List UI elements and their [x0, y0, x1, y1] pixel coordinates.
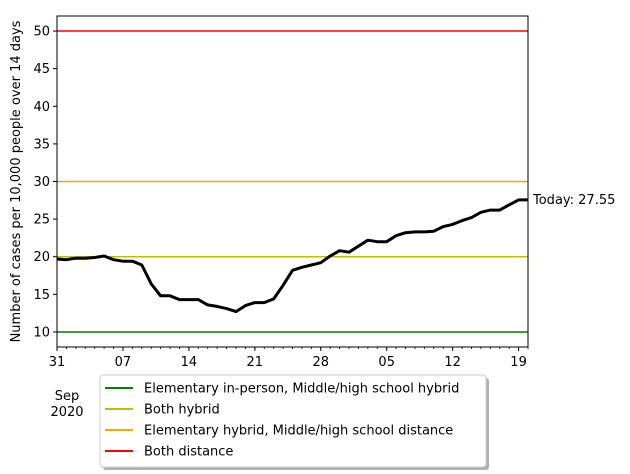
threshold-lines	[57, 30, 528, 333]
x-tick-label: 31	[49, 355, 66, 370]
y-tick-label: 25	[33, 213, 50, 228]
y-tick-label: 15	[33, 288, 50, 303]
x-tick-label: 21	[247, 355, 264, 370]
x-axis-year-label: 2020	[50, 405, 83, 420]
legend-box	[99, 374, 487, 468]
legend-label: Elementary hybrid, Middle/high school di…	[144, 424, 453, 439]
series-lines	[56, 198, 528, 314]
legend-label: Both distance	[144, 445, 233, 460]
y-tick-label: 45	[33, 62, 50, 77]
series-line-0	[56, 198, 528, 314]
y-tick-label: 10	[33, 325, 50, 340]
y-axis-label: Number of cases per 10,000 people over 1…	[9, 20, 24, 342]
y-tick-label: 35	[33, 137, 50, 152]
today-annotation: Today: 27.55	[532, 193, 615, 208]
y-tick-label: 50	[33, 25, 50, 40]
x-tick-label: 28	[312, 355, 329, 370]
x-tick-label: 05	[378, 355, 395, 370]
legend-label: Both hybrid	[144, 403, 220, 418]
x-axis-month-label: Sep	[55, 389, 80, 404]
y-axis-ticks: 10 15 20 25 30 35 40 45 50	[33, 25, 57, 340]
x-tick-label: 19	[510, 355, 527, 370]
y-tick-label: 30	[33, 175, 50, 190]
legend: Elementary in-person, Middle/high school…	[99, 374, 489, 470]
y-tick-label: 20	[33, 250, 50, 265]
x-axis-ticks: 31 07 14 21 28 05 12 19	[49, 347, 529, 370]
x-tick-label: 07	[115, 355, 132, 370]
legend-label: Elementary in-person, Middle/high school…	[144, 382, 459, 397]
y-tick-label: 40	[33, 100, 50, 115]
x-tick-label: 14	[181, 355, 198, 370]
x-tick-label: 12	[444, 355, 461, 370]
